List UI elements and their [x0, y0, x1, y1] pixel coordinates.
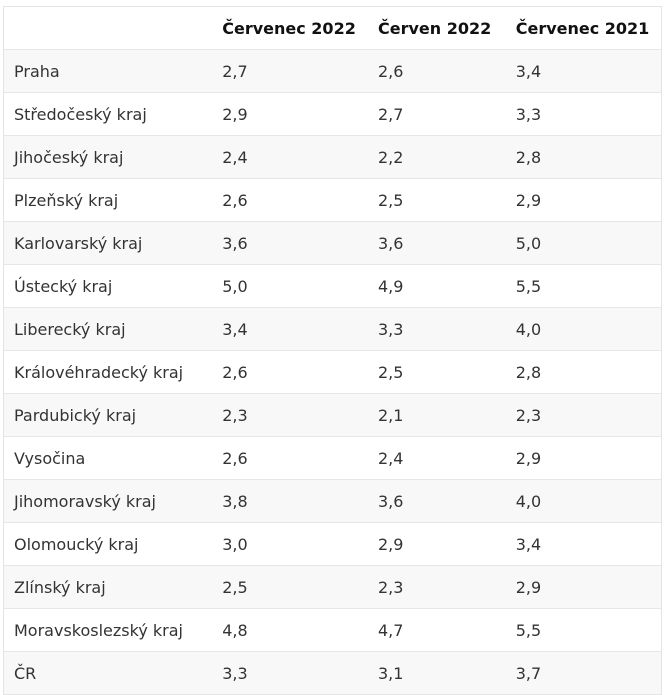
unemployment-table: Červenec 2022 Červen 2022 Červenec 2021 …: [3, 6, 662, 695]
table-row: Zlínský kraj 2,5 2,3 2,9: [3, 565, 662, 609]
cell-june-2022: 2,6: [367, 49, 506, 93]
cell-july-2021: 2,3: [505, 393, 662, 437]
cell-july-2021: 5,5: [505, 264, 662, 308]
cell-july-2021: 2,8: [505, 135, 662, 179]
cell-region: Plzeňský kraj: [3, 178, 213, 222]
cell-july-2021: 4,0: [505, 307, 662, 351]
table-row: Plzeňský kraj 2,6 2,5 2,9: [3, 178, 662, 222]
cell-july-2022: 3,0: [212, 522, 368, 566]
table-row: Jihomoravský kraj 3,8 3,6 4,0: [3, 479, 662, 523]
cell-region: Středočeský kraj: [3, 92, 213, 136]
cell-region: ČR: [3, 651, 213, 695]
cell-july-2021: 3,4: [505, 522, 662, 566]
cell-july-2021: 3,7: [505, 651, 662, 695]
cell-july-2021: 5,0: [505, 221, 662, 265]
cell-region: Jihočeský kraj: [3, 135, 213, 179]
cell-july-2021: 2,9: [505, 436, 662, 480]
cell-region: Vysočina: [3, 436, 213, 480]
cell-june-2022: 2,7: [367, 92, 506, 136]
table-row: Liberecký kraj 3,4 3,3 4,0: [3, 307, 662, 351]
table-header-row: Červenec 2022 Červen 2022 Červenec 2021: [3, 6, 662, 50]
table-row: Pardubický kraj 2,3 2,1 2,3: [3, 393, 662, 437]
cell-region: Moravskoslezský kraj: [3, 608, 213, 652]
cell-july-2021: 5,5: [505, 608, 662, 652]
cell-july-2022: 2,5: [212, 565, 368, 609]
cell-july-2022: 2,3: [212, 393, 368, 437]
header-june-2022: Červen 2022: [367, 6, 506, 50]
header-july-2021: Červenec 2021: [505, 6, 662, 50]
table-row: Moravskoslezský kraj 4,8 4,7 5,5: [3, 608, 662, 652]
cell-july-2022: 2,4: [212, 135, 368, 179]
header-july-2022: Červenec 2022: [212, 6, 368, 50]
cell-july-2021: 4,0: [505, 479, 662, 523]
cell-july-2021: 3,4: [505, 49, 662, 93]
cell-region: Královéhradecký kraj: [3, 350, 213, 394]
cell-region: Jihomoravský kraj: [3, 479, 213, 523]
cell-july-2022: 3,4: [212, 307, 368, 351]
cell-june-2022: 2,1: [367, 393, 506, 437]
cell-june-2022: 2,5: [367, 350, 506, 394]
cell-july-2022: 5,0: [212, 264, 368, 308]
cell-june-2022: 4,7: [367, 608, 506, 652]
cell-june-2022: 3,1: [367, 651, 506, 695]
table-row: Olomoucký kraj 3,0 2,9 3,4: [3, 522, 662, 566]
cell-july-2021: 2,9: [505, 178, 662, 222]
cell-june-2022: 2,5: [367, 178, 506, 222]
cell-july-2022: 4,8: [212, 608, 368, 652]
cell-region: Karlovarský kraj: [3, 221, 213, 265]
cell-june-2022: 2,2: [367, 135, 506, 179]
header-region: [3, 6, 213, 50]
cell-region: Liberecký kraj: [3, 307, 213, 351]
table-row: Královéhradecký kraj 2,6 2,5 2,8: [3, 350, 662, 394]
table-row: Karlovarský kraj 3,6 3,6 5,0: [3, 221, 662, 265]
cell-july-2022: 2,7: [212, 49, 368, 93]
cell-region: Olomoucký kraj: [3, 522, 213, 566]
cell-region: Praha: [3, 49, 213, 93]
table-row: Vysočina 2,6 2,4 2,9: [3, 436, 662, 480]
cell-july-2021: 2,9: [505, 565, 662, 609]
cell-june-2022: 3,6: [367, 221, 506, 265]
table-row: Praha 2,7 2,6 3,4: [3, 49, 662, 93]
cell-july-2022: 3,3: [212, 651, 368, 695]
cell-july-2021: 3,3: [505, 92, 662, 136]
cell-region: Zlínský kraj: [3, 565, 213, 609]
table-body: Praha 2,7 2,6 3,4 Středočeský kraj 2,9 2,7 3,3 J…: [3, 49, 662, 695]
cell-july-2022: 2,6: [212, 350, 368, 394]
cell-july-2022: 2,6: [212, 436, 368, 480]
cell-june-2022: 3,6: [367, 479, 506, 523]
cell-june-2022: 2,9: [367, 522, 506, 566]
cell-july-2021: 2,8: [505, 350, 662, 394]
table-row: Ústecký kraj 5,0 4,9 5,5: [3, 264, 662, 308]
cell-july-2022: 2,9: [212, 92, 368, 136]
cell-region: Pardubický kraj: [3, 393, 213, 437]
cell-june-2022: 3,3: [367, 307, 506, 351]
cell-june-2022: 4,9: [367, 264, 506, 308]
cell-july-2022: 2,6: [212, 178, 368, 222]
cell-july-2022: 3,8: [212, 479, 368, 523]
cell-july-2022: 3,6: [212, 221, 368, 265]
cell-june-2022: 2,4: [367, 436, 506, 480]
cell-region: Ústecký kraj: [3, 264, 213, 308]
table-row: Středočeský kraj 2,9 2,7 3,3: [3, 92, 662, 136]
table-row: Jihočeský kraj 2,4 2,2 2,8: [3, 135, 662, 179]
table-row: ČR 3,3 3,1 3,7: [3, 651, 662, 695]
cell-june-2022: 2,3: [367, 565, 506, 609]
